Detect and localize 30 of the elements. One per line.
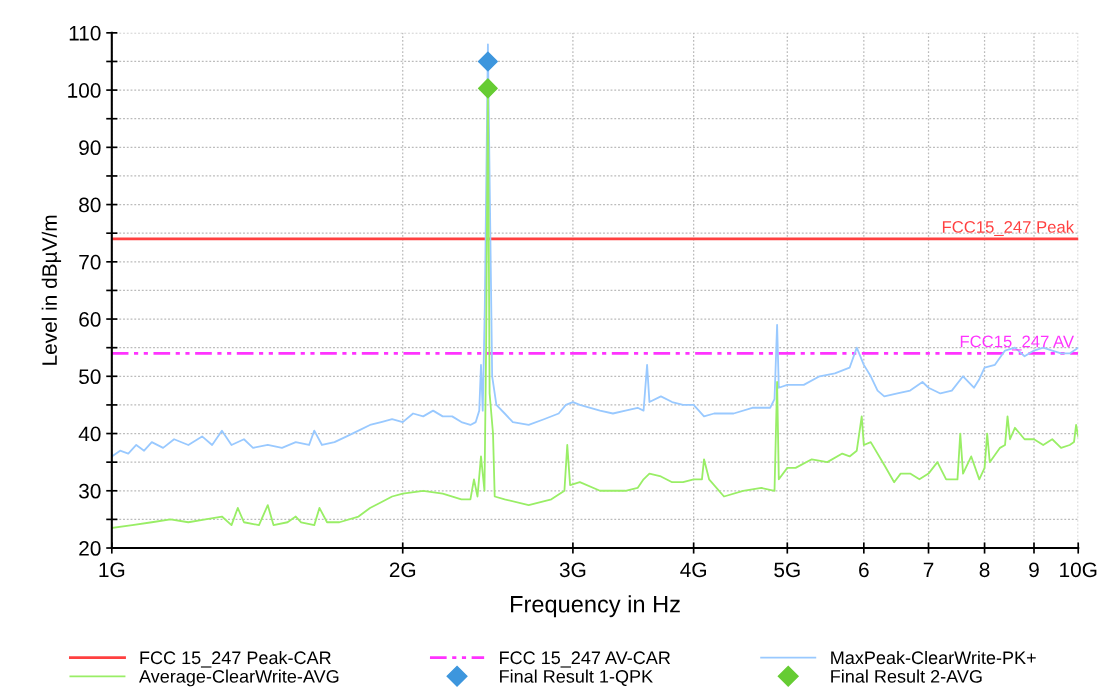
x-tick-label: 3G [559, 562, 586, 578]
y-tick-label: 30 [79, 483, 101, 499]
y-tick-label: 80 [79, 197, 101, 213]
y-tick-label: 100 [68, 83, 101, 98]
x-tick-label: 2G [389, 562, 416, 578]
y-tick-label: 60 [79, 312, 101, 327]
legend-label: Final Result 2-AVG [831, 669, 982, 683]
y-tick-label: 20 [79, 541, 101, 556]
x-tick-label: 7 [923, 562, 934, 577]
x-tick-label: 6 [859, 562, 869, 578]
y-tick-label: 110 [69, 25, 101, 41]
legend-label: Average-ClearWrite-AVG [139, 669, 339, 687]
legend-label: MaxPeak-ClearWrite-PK+ [831, 650, 1036, 665]
legend-label: Final Result 1-QPK [500, 669, 653, 687]
x-tick-label: 4G [680, 562, 706, 578]
y-tick-label: 70 [79, 254, 101, 270]
x-tick-label: 8 [979, 562, 990, 578]
x-tick-label: 5G [774, 562, 800, 578]
legend-label: FCC 15_247 AV-CAR [500, 651, 671, 668]
annotation: FCC15_247 AV [960, 335, 1074, 351]
y-tick-label: 50 [79, 369, 101, 385]
y-tick-label: 40 [78, 426, 101, 442]
legend-label: FCC 15_247 Peak-CAR [140, 650, 331, 668]
y-tick-label: 90 [79, 140, 101, 156]
x-tick-label: 9 [1029, 562, 1039, 578]
x-axis-title: Frequency in Hz [511, 595, 680, 618]
x-tick-label: 10G [1060, 562, 1097, 578]
y-axis-title: Level in dBµV/m [41, 215, 62, 365]
x-tick-label: 1G [99, 562, 125, 578]
annotation: FCC15_247 Peak [942, 220, 1075, 236]
